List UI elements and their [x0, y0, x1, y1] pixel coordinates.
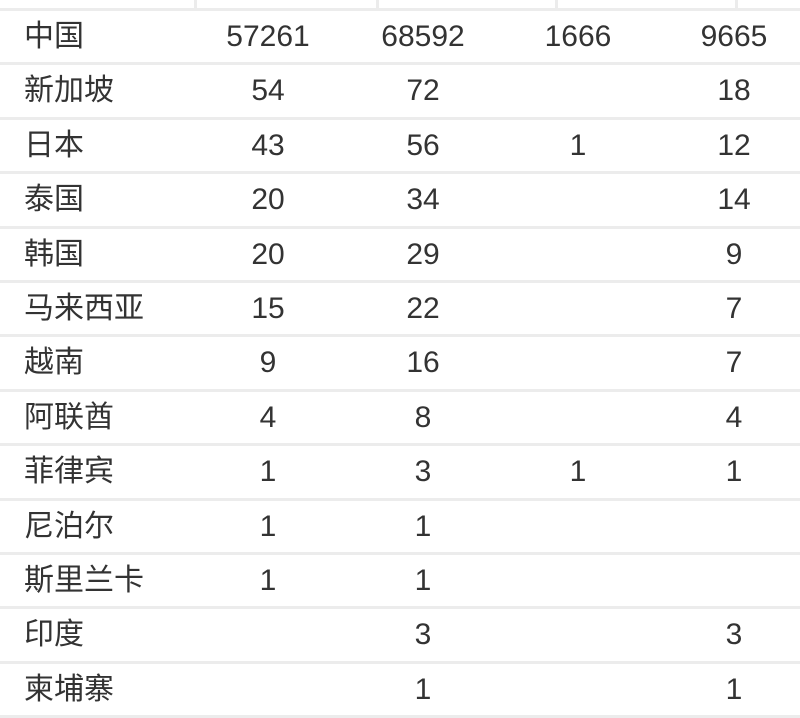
column-divider: [376, 0, 379, 8]
value-cell: 4: [725, 400, 743, 434]
value-cell: 56: [406, 128, 440, 162]
country-cell: 菲律宾: [24, 455, 114, 489]
country-cell: 马来西亚: [24, 291, 144, 325]
country-cell: 尼泊尔: [24, 509, 114, 543]
value-cell: 12: [717, 128, 751, 162]
table-row: 泰国 20 34 14: [0, 174, 800, 229]
value-cell: 1: [569, 455, 587, 489]
value-cell: 1: [259, 455, 277, 489]
country-cell: 斯里兰卡: [24, 563, 144, 597]
table-row: 菲律宾 1 3 1 1: [0, 446, 800, 501]
value-cell: 29: [406, 237, 440, 271]
country-cell: 新加坡: [24, 74, 114, 108]
table-row: 新加坡 54 72 18: [0, 65, 800, 120]
value-cell: 57261: [226, 20, 310, 53]
table-row: 尼泊尔 1 1: [0, 501, 800, 555]
value-cell: 9665: [700, 20, 768, 53]
value-cell: 68592: [381, 20, 465, 53]
value-cell: 3: [414, 618, 432, 652]
table-row: 阿联酋 4 8 4: [0, 392, 800, 447]
value-cell: 54: [251, 74, 285, 108]
value-cell: 1: [569, 128, 587, 162]
value-cell: 18: [717, 74, 751, 108]
table-row: 越南 9 16 7: [0, 337, 800, 392]
value-cell: 34: [406, 183, 440, 217]
value-cell: 43: [251, 128, 285, 162]
table-row: 中国 57261 68592 1666 9665: [0, 11, 800, 66]
column-divider: [555, 0, 558, 8]
value-cell: 9: [259, 346, 277, 380]
value-cell: 15: [251, 291, 285, 325]
value-cell: 14: [717, 183, 751, 217]
value-cell: 7: [725, 291, 743, 325]
table-row: 韩国 20 29 9: [0, 229, 800, 283]
value-cell: 20: [251, 183, 285, 217]
country-cell: 柬埔寨: [24, 672, 114, 706]
value-cell: 1: [414, 509, 432, 543]
table-row: 马来西亚 15 22 7: [0, 283, 800, 338]
header-strip: [0, 0, 800, 11]
country-cell: 印度: [24, 618, 84, 652]
value-cell: 20: [251, 237, 285, 271]
value-cell: 22: [406, 291, 440, 325]
value-cell: 16: [406, 346, 440, 380]
country-cell: 中国: [24, 20, 84, 53]
value-cell: 1: [259, 563, 277, 597]
table-row: 斯里兰卡 1 1: [0, 555, 800, 610]
country-cell: 日本: [24, 128, 84, 162]
data-table: 中国 57261 68592 1666 9665 新加坡 54 72 18 日本 43 56 1 12 泰国…: [0, 11, 800, 718]
value-cell: 7: [725, 346, 743, 380]
value-cell: 1: [725, 455, 743, 489]
country-cell: 韩国: [24, 237, 84, 271]
table-row: 印度 3 3: [0, 609, 800, 664]
column-divider: [194, 0, 197, 8]
value-cell: 72: [406, 74, 440, 108]
country-cell: 泰国: [24, 183, 84, 217]
value-cell: 3: [414, 455, 432, 489]
country-cell: 阿联酋: [24, 400, 114, 434]
value-cell: 1: [725, 672, 743, 706]
value-cell: 1: [259, 509, 277, 543]
value-cell: 1: [414, 563, 432, 597]
value-cell: 1666: [544, 20, 612, 53]
table-row: 日本 43 56 1 12: [0, 120, 800, 175]
value-cell: 1: [414, 672, 432, 706]
column-divider: [735, 0, 738, 8]
table-row: 柬埔寨 1 1: [0, 664, 800, 718]
value-cell: 4: [259, 400, 277, 434]
value-cell: 3: [725, 618, 743, 652]
value-cell: 8: [414, 400, 432, 434]
value-cell: 9: [725, 237, 743, 271]
country-cell: 越南: [24, 346, 84, 380]
